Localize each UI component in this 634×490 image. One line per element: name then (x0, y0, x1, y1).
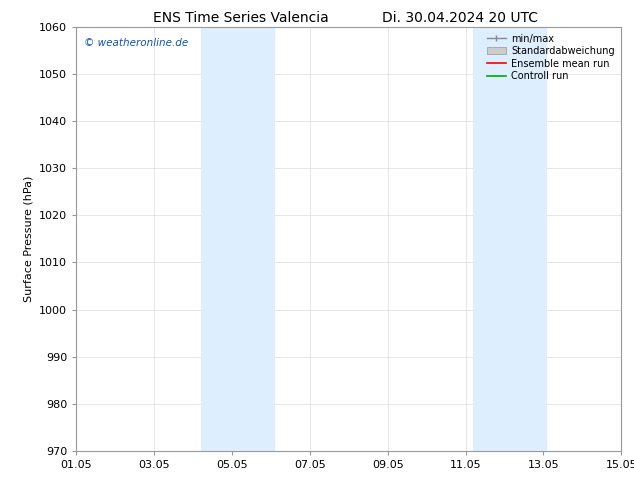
Bar (201, 27, 275, 451)
Text: Di. 30.04.2024 20 UTC: Di. 30.04.2024 20 UTC (382, 11, 538, 25)
Text: ENS Time Series Valencia: ENS Time Series Valencia (153, 11, 329, 25)
Text: © weatheronline.de: © weatheronline.de (84, 38, 188, 48)
Legend: min/max, Standardabweichung, Ensemble mean run, Controll run: min/max, Standardabweichung, Ensemble me… (484, 32, 616, 83)
Y-axis label: Surface Pressure (hPa): Surface Pressure (hPa) (23, 176, 34, 302)
Bar (474, 27, 547, 451)
